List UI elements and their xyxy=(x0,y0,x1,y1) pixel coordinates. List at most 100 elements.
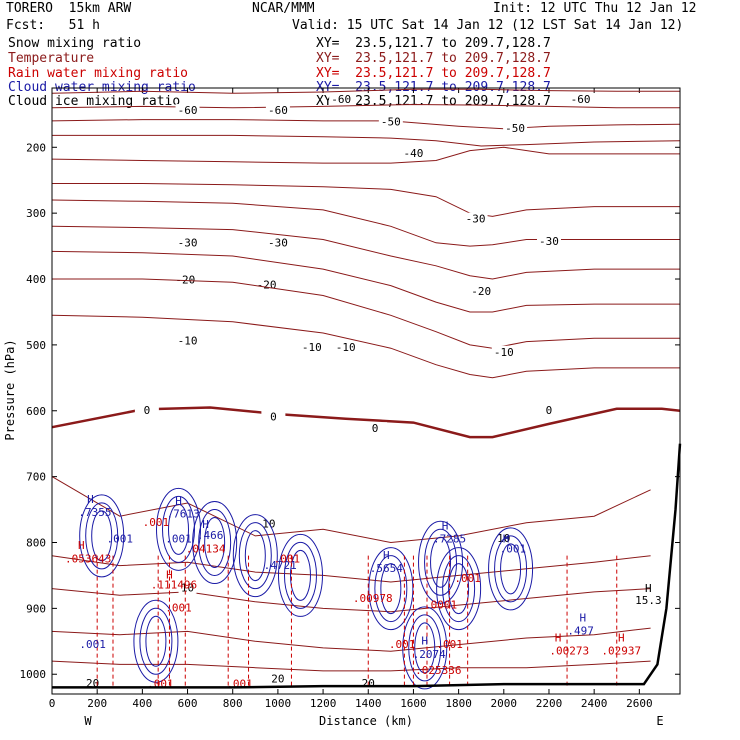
y-tick-label: 500 xyxy=(26,339,46,352)
cloud-water-contour xyxy=(408,614,442,682)
isotherm-line xyxy=(52,134,681,147)
init-time: Init: 12 UTC Thu 12 Jan 12 xyxy=(493,1,697,16)
rain-water-label: .0001 xyxy=(424,598,457,611)
isotherm-label: -60 xyxy=(331,93,351,106)
isotherm-label-bg xyxy=(265,104,290,117)
isotherm-label-bg xyxy=(173,273,198,286)
cloud-water-label: .466 xyxy=(197,529,224,542)
isotherm-label: -50 xyxy=(505,122,525,135)
cloud-water-contour xyxy=(368,547,414,631)
cloud-water-contour xyxy=(244,530,266,582)
isotherm-label-bg xyxy=(329,92,354,105)
cloud-water-contour xyxy=(402,606,448,690)
cloud-water-label: .7355 xyxy=(78,506,111,519)
lower-label-bg xyxy=(83,677,102,690)
rain-water-label: .053643 xyxy=(65,552,111,565)
x-tick-label: 2000 xyxy=(491,697,518,710)
forecast-hour: Fcst: 51 h xyxy=(6,18,100,33)
cloud-water-contour xyxy=(79,494,125,578)
cloud-water-contour xyxy=(232,514,278,598)
x-tick-label: 1800 xyxy=(445,697,472,710)
cloud-water-contour xyxy=(380,563,402,615)
isotherm-label: 0 xyxy=(270,410,277,423)
rain-water-label: .00273 xyxy=(549,644,589,657)
legend-snow-name: Snow mixing ratio xyxy=(8,36,142,51)
x-tick-label: 400 xyxy=(132,697,152,710)
cloud-water-contour xyxy=(139,607,173,675)
cloud-water-label: .001 xyxy=(500,542,527,555)
isotherm-line xyxy=(51,146,680,164)
isotherm-label-bg xyxy=(463,212,488,225)
isotherm-label: -10 xyxy=(302,341,322,354)
isotherm-label-bg xyxy=(536,403,561,416)
x-tick-label: 200 xyxy=(87,697,107,710)
isotherm-label-bg xyxy=(536,235,561,248)
isotherm-label: -30 xyxy=(539,235,559,248)
rain-water-label: H xyxy=(555,631,562,644)
cloud-water-contour xyxy=(198,509,232,576)
cloud-water-label: .4721 xyxy=(264,559,297,572)
cloud-water-contour xyxy=(430,536,452,588)
x-tick-label: 1200 xyxy=(310,697,337,710)
cloud-water-contour xyxy=(156,487,202,571)
legend-temperature-xy: XY= 23.5,121.7 to 209.7,128.7 xyxy=(316,51,551,66)
cloud-water-contour xyxy=(488,527,534,611)
cloud-water-label: .2074 xyxy=(413,648,446,661)
isotherm-label: -20 xyxy=(471,285,491,298)
isotherm-label: -60 xyxy=(178,104,198,117)
west-label: W xyxy=(84,714,92,728)
isotherm-label: -30 xyxy=(466,213,486,226)
cloud-water-contour xyxy=(442,555,476,623)
lower-isotherm-label: 20 xyxy=(271,673,284,686)
isotherm-label: -20 xyxy=(257,279,277,292)
y-tick-label: 700 xyxy=(26,471,46,484)
lower-isotherm-line xyxy=(51,476,651,544)
cloud-water-label: .497 xyxy=(567,625,594,638)
terrain-line xyxy=(52,443,682,689)
y-tick-label: 900 xyxy=(26,602,46,615)
cloud-water-contour xyxy=(145,615,167,667)
cloud-water-contour xyxy=(414,622,436,674)
legend-cloud-ice-name: Cloud ice mixing ratio xyxy=(8,94,181,109)
cloud-water-label: .7285 xyxy=(433,533,466,546)
cloud-water-contour xyxy=(418,520,464,604)
x-tick-label: 1600 xyxy=(400,697,427,710)
cloud-water-contour xyxy=(500,543,522,595)
x-tick-label: 600 xyxy=(178,697,198,710)
isotherm-label-bg xyxy=(469,285,494,298)
cloud-water-contour xyxy=(192,501,238,584)
x-tick-label: 1400 xyxy=(355,697,382,710)
isotherm-label-bg xyxy=(491,345,516,358)
lower-isotherm-line xyxy=(51,588,651,613)
plot-frame xyxy=(51,87,681,695)
rain-water-label: H xyxy=(618,631,625,644)
cloud-water-contour xyxy=(277,533,323,617)
cloud-water-contour xyxy=(91,510,113,562)
cloud-water-label: .001 xyxy=(107,533,134,546)
cloud-water-contour xyxy=(289,549,311,601)
isotherm-label: -60 xyxy=(571,93,591,106)
cloud-water-contour xyxy=(374,555,408,623)
isotherm-label: -60 xyxy=(268,104,288,117)
cloud-water-contour xyxy=(168,503,190,555)
isotherm-label-bg xyxy=(134,403,159,416)
cloud-water-label: H xyxy=(503,533,510,546)
legend-rain-xy: XY= 23.5,121.7 to 209.7,128.7 xyxy=(316,66,551,81)
isotherm-label: -50 xyxy=(381,115,401,128)
cloud-water-label: .7613 xyxy=(166,507,199,520)
isotherm-line xyxy=(52,183,680,217)
cloud-water-contour xyxy=(424,528,458,596)
lower-isotherm-label: 10 xyxy=(181,582,194,595)
cloud-water-contour xyxy=(85,502,119,570)
legend-rain-name: Rain water mixing ratio xyxy=(8,66,189,81)
lower-isotherm-line xyxy=(51,627,651,652)
x-axis-label: Distance (km) xyxy=(319,714,413,728)
x-tick-label: 0 xyxy=(49,697,56,710)
x-tick-label: 2400 xyxy=(581,697,608,710)
isotherm-label-bg xyxy=(175,334,200,347)
isotherm-label: -10 xyxy=(178,335,198,348)
cloud-water-contour xyxy=(133,599,179,683)
isotherm-label-bg xyxy=(175,236,200,249)
